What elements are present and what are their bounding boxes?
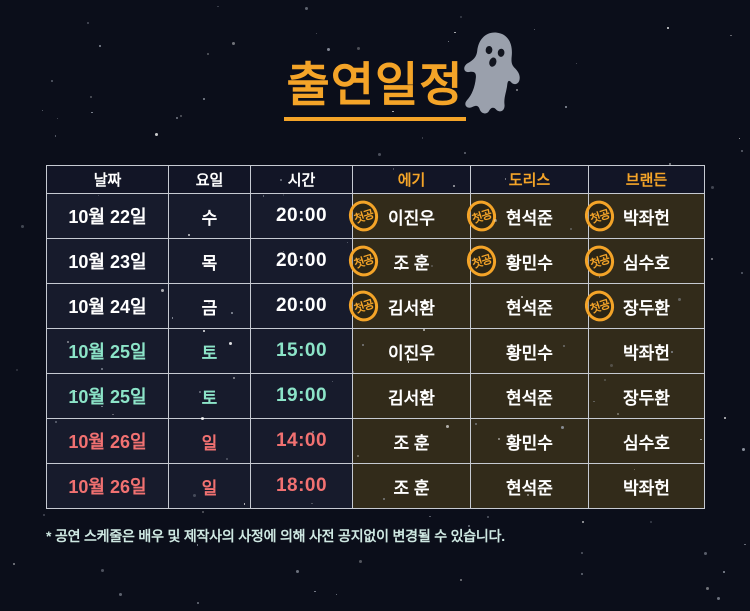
cast-cell: 황민수 (470, 418, 589, 464)
cast-name: 김서환 (388, 388, 435, 408)
date-cell: 10월 25일 (46, 328, 169, 374)
time-cell: 20:00 (250, 283, 353, 329)
day-cell: 목 (168, 238, 251, 284)
table-row: 10월 25일 토 15:00 이진우 황민수 박좌헌 (46, 328, 705, 374)
table-row: 10월 23일 목 20:00 첫공 조 훈 첫공 황민수 첫공 심수호 (46, 238, 705, 284)
day-cell: 일 (168, 463, 251, 509)
cast-name: 현석준 (506, 298, 553, 318)
table-header-row: 날짜 요일 시간 에기 도리스 브랜든 (46, 165, 705, 194)
cast-name: 현석준 (506, 388, 553, 408)
cast-cell: 황민수 (470, 328, 589, 374)
cast-cell: 첫공 황민수 (462, 238, 589, 284)
cast-cell: 현석준 (470, 463, 589, 509)
schedule-table: 날짜 요일 시간 에기 도리스 브랜든 10월 22일 수 20:00 첫공 이진… (46, 165, 705, 509)
time-cell: 14:00 (250, 418, 353, 464)
cast-name: 심수호 (623, 433, 670, 453)
day-cell: 일 (168, 418, 251, 464)
cast-cell: 조 훈 (352, 418, 471, 464)
cast-cell: 박좌헌 (588, 328, 705, 374)
cast-name: 박좌헌 (623, 478, 670, 498)
cast-cell: 김서환 (352, 373, 471, 419)
cast-cell: 이진우 (352, 328, 471, 374)
time-cell: 15:00 (250, 328, 353, 374)
cast-name: 조 훈 (393, 478, 430, 498)
cast-name: 현석준 (506, 478, 553, 498)
cast-name: 박좌헌 (623, 343, 670, 363)
cast-cell: 장두환 (588, 373, 705, 419)
table-row: 10월 22일 수 20:00 첫공 이진우 첫공 현석준 첫공 박좌헌 (46, 193, 705, 239)
cast-cell: 첫공 심수호 (580, 238, 705, 284)
date-cell: 10월 25일 (46, 373, 169, 419)
schedule-disclaimer: * 공연 스케줄은 배우 및 제작사의 사정에 의해 사전 공지없이 변경될 수… (46, 528, 505, 544)
day-cell: 수 (168, 193, 251, 239)
header-date: 날짜 (46, 165, 169, 194)
cast-cell: 현석준 (470, 283, 589, 329)
time-cell: 20:00 (250, 238, 353, 284)
time-cell: 20:00 (250, 193, 353, 239)
cast-name: 김서환 (388, 298, 435, 318)
cast-cell: 심수호 (588, 418, 705, 464)
cast-name: 황민수 (506, 343, 553, 363)
ghost-icon (464, 32, 520, 114)
page-title: 출연일정 (283, 58, 467, 122)
cast-cell: 조 훈 (352, 463, 471, 509)
cast-name: 황민수 (506, 433, 553, 453)
header-time: 시간 (250, 165, 353, 194)
cast-cell: 첫공 장두환 (580, 283, 705, 329)
cast-name: 조 훈 (393, 433, 430, 453)
header-character-brandon: 브랜든 (588, 165, 705, 194)
cast-cell: 첫공 박좌헌 (580, 193, 705, 239)
day-cell: 토 (168, 328, 251, 374)
cast-cell: 첫공 이진우 (344, 193, 471, 239)
cast-cell: 첫공 김서환 (344, 283, 471, 329)
title-block: 출연일정 (0, 58, 750, 122)
cast-name: 현석준 (506, 208, 553, 228)
header-day: 요일 (168, 165, 251, 194)
day-cell: 토 (168, 373, 251, 419)
cast-cell: 첫공 현석준 (462, 193, 589, 239)
table-row: 10월 25일 토 19:00 김서환 현석준 장두환 (46, 373, 705, 419)
cast-name: 황민수 (506, 253, 553, 273)
date-cell: 10월 24일 (46, 283, 169, 329)
table-row: 10월 26일 일 14:00 조 훈 황민수 심수호 (46, 418, 705, 464)
table-row: 10월 24일 금 20:00 첫공 김서환 현석준 첫공 장두환 (46, 283, 705, 329)
time-cell: 19:00 (250, 373, 353, 419)
time-cell: 18:00 (250, 463, 353, 509)
cast-name: 조 훈 (393, 253, 430, 273)
cast-name: 이진우 (388, 208, 435, 228)
cast-cell: 박좌헌 (588, 463, 705, 509)
date-cell: 10월 22일 (46, 193, 169, 239)
day-cell: 금 (168, 283, 251, 329)
date-cell: 10월 26일 (46, 463, 169, 509)
date-cell: 10월 23일 (46, 238, 169, 284)
cast-name: 심수호 (623, 253, 670, 273)
cast-name: 장두환 (623, 388, 670, 408)
cast-name: 장두환 (623, 298, 670, 318)
date-cell: 10월 26일 (46, 418, 169, 464)
cast-name: 박좌헌 (623, 208, 670, 228)
header-character-doris: 도리스 (470, 165, 589, 194)
cast-cell: 첫공 조 훈 (344, 238, 471, 284)
header-character-aggie: 에기 (352, 165, 471, 194)
cast-name: 이진우 (388, 343, 435, 363)
cast-cell: 현석준 (470, 373, 589, 419)
table-row: 10월 26일 일 18:00 조 훈 현석준 박좌헌 (46, 463, 705, 509)
